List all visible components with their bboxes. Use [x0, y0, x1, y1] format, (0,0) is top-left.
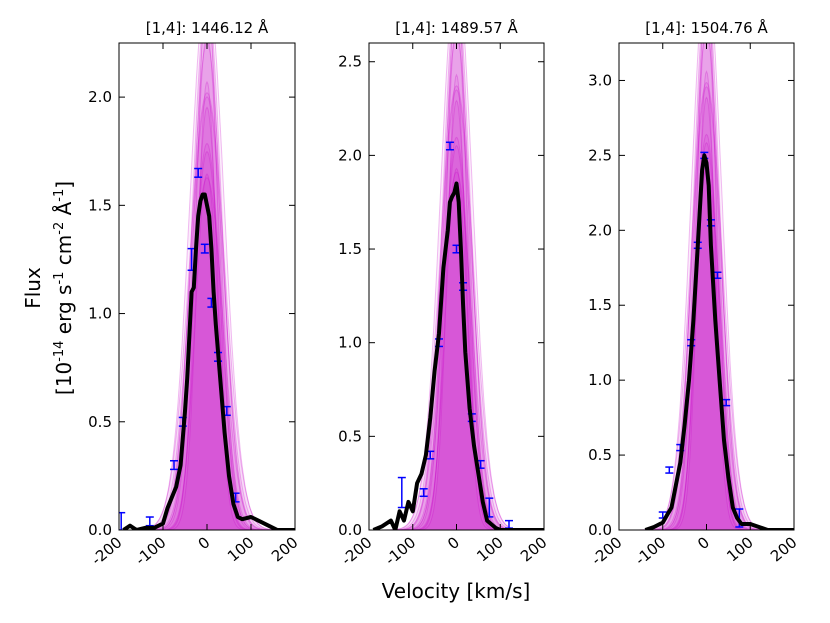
model-band-layer [619, 133, 794, 530]
panel-title: [1,4]: 1489.57 Å [395, 18, 518, 37]
panel-3: [1,4]: 1504.76 Å0.00.51.01.52.02.53.0-20… [588, 18, 801, 569]
model-band-layer [619, 43, 794, 530]
model-band-layer [119, 43, 295, 530]
x-tick-label: 100 [723, 533, 757, 565]
error-bar [665, 466, 674, 474]
y-label-exp: -14 [52, 341, 67, 362]
model-band-layer [619, 70, 794, 530]
y-tick-label: 1.5 [338, 240, 362, 258]
observed-line [122, 192, 295, 530]
error-bar [419, 488, 428, 498]
observed-line [644, 153, 794, 530]
y-tick-label: 0.0 [338, 521, 362, 539]
y-tick-label: 1.5 [88, 196, 112, 214]
y-axis-label-line1: Flux [21, 267, 45, 309]
model-band-layer [369, 99, 544, 530]
x-tick-label: 200 [767, 533, 801, 565]
y-tick-label: 1.5 [588, 296, 612, 314]
y-label-exp: -2 [52, 222, 67, 235]
error-bar [170, 459, 178, 471]
model-band-layer [369, 136, 544, 530]
y-tick-label: 1.0 [588, 371, 612, 389]
model-band-layer [119, 173, 295, 530]
model-band-layer [619, 43, 794, 530]
model-band-layer [619, 43, 794, 530]
y-tick-label: 0.5 [88, 413, 112, 431]
error-bar [722, 398, 731, 407]
y-tick-label: 0.5 [338, 427, 362, 445]
plot-area [369, 43, 544, 530]
y-label-part: Å [52, 201, 76, 221]
model-band-layer [369, 43, 544, 530]
x-tick-label: -100 [132, 533, 170, 569]
y-tick-label: 2.0 [338, 146, 362, 164]
observed-line [372, 181, 544, 530]
y-label-part: erg s [52, 285, 76, 341]
panel-title: [1,4]: 1446.12 Å [146, 18, 269, 37]
model-band-layer [369, 85, 544, 530]
error-bar [445, 141, 454, 151]
y-label-exp: -1 [52, 272, 67, 285]
y-tick-label: 1.0 [88, 305, 112, 323]
panel-1: [1,4]: 1446.12 Å0.00.51.01.52.0-200 -100 0… [88, 18, 302, 569]
y-tick-label: 2.5 [588, 146, 612, 164]
y-label-part: ] [52, 181, 76, 189]
error-bar [145, 516, 154, 527]
error-bar [200, 243, 209, 254]
model-band-layer [369, 43, 544, 530]
model-band-layer [619, 43, 794, 530]
y-tick-label: 0.0 [588, 521, 612, 539]
panel-title: [1,4]: 1504.76 Å [645, 18, 768, 37]
model-band-layer [619, 96, 794, 530]
panels: [1,4]: 1446.12 Å0.00.51.01.52.0-200 -100 0… [88, 18, 801, 569]
x-tick-label: 0 [195, 533, 214, 553]
error-bar [119, 511, 126, 530]
y-label-part: cm [52, 235, 76, 272]
panel-2: [1,4]: 1489.57 Å0.00.51.01.52.02.5-200 -1… [338, 18, 551, 569]
x-tick-label: 200 [268, 533, 302, 565]
x-tick-label: 0 [444, 533, 463, 553]
y-tick-label: 2.5 [338, 53, 362, 71]
model-band-layer [369, 43, 544, 530]
model-band-layer [119, 92, 295, 530]
y-label-part: [10 [52, 362, 76, 395]
y-axis-label-line2: [10-14 erg s-1 cm-2 Å-1] [52, 181, 76, 395]
model-band-layer [119, 106, 295, 530]
model-band-layer [369, 73, 544, 530]
x-axis-label: Velocity [km/s] [382, 579, 531, 603]
y-tick-label: 0.5 [588, 446, 612, 464]
y-label-exp: -1 [52, 189, 67, 202]
model-band-layer [369, 144, 544, 530]
model-band-layer [619, 81, 794, 530]
model-band-layer [369, 167, 544, 530]
model-band-layer [619, 142, 794, 530]
model-band-layer [119, 150, 295, 530]
error-bar [397, 476, 406, 509]
y-tick-label: 2.0 [588, 221, 612, 239]
plot-area [619, 43, 794, 530]
y-tick-label: 0.0 [88, 521, 112, 539]
y-tick-label: 1.0 [338, 334, 362, 352]
y-tick-label: 2.0 [88, 88, 112, 106]
x-tick-label: 100 [473, 533, 507, 565]
x-tick-label: 200 [517, 533, 551, 565]
x-tick-label: 100 [224, 533, 258, 565]
model-band-layer [119, 43, 295, 530]
model-band-layer [119, 43, 295, 530]
x-tick-label: 0 [694, 533, 713, 553]
y-tick-label: 3.0 [588, 71, 612, 89]
error-bar [194, 167, 203, 178]
plot-area [119, 43, 295, 530]
x-tick-label: -100 [382, 533, 420, 569]
model-band-layer [119, 80, 295, 530]
x-tick-label: -100 [632, 533, 670, 569]
